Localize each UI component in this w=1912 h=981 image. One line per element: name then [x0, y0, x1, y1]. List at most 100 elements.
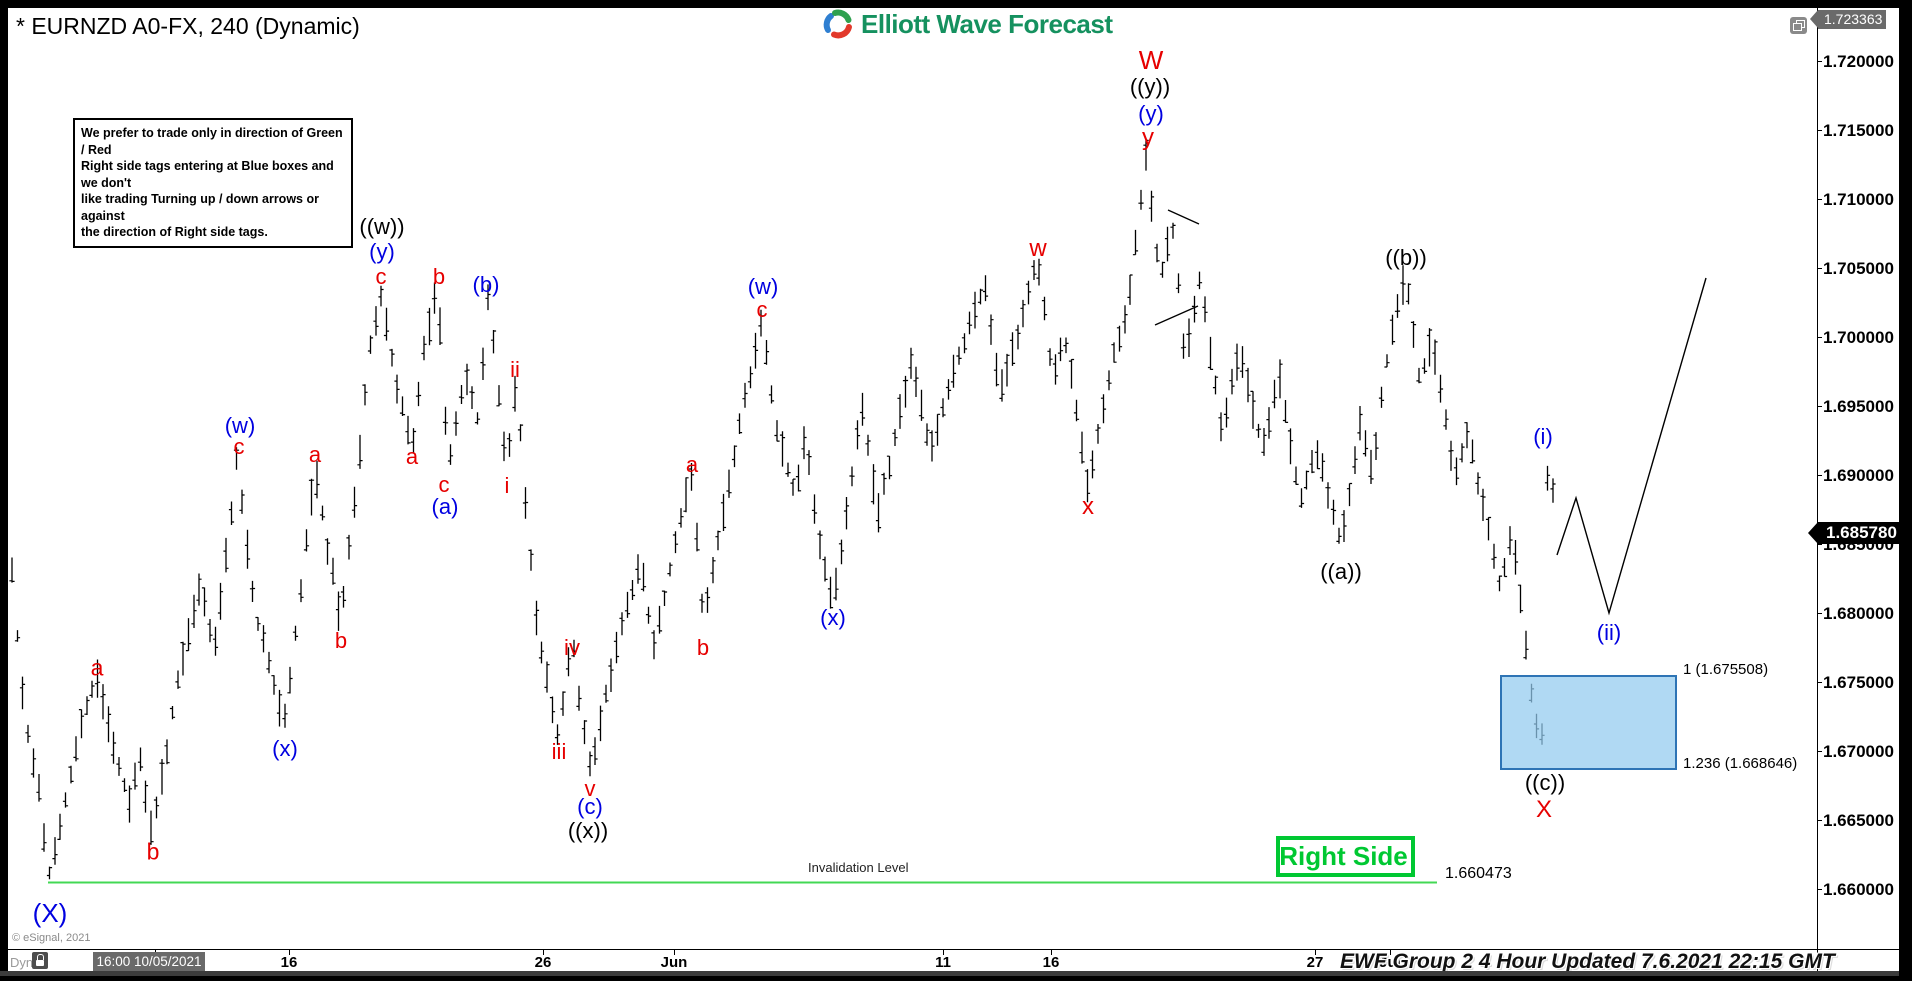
- price-tick-mark: [1818, 751, 1822, 752]
- wave-label-b: b: [432, 264, 446, 289]
- price-tick-label: 1.675000: [1823, 673, 1894, 692]
- wave-label-b: (b): [472, 272, 500, 297]
- right-side-badge-text: Right Side: [1279, 841, 1408, 871]
- blue-box[interactable]: [1500, 674, 1677, 770]
- right-side-badge: Right Side: [1276, 836, 1415, 877]
- wave-label-x: x: [1082, 493, 1094, 520]
- price-tick-mark: [1818, 337, 1822, 338]
- price-tick-label: 1.665000: [1823, 811, 1894, 830]
- wave-label-x: (x): [272, 736, 298, 761]
- brand-logo-text: Elliott Wave Forecast: [861, 8, 1113, 39]
- price-tick-label: 1.710000: [1823, 190, 1894, 209]
- invalidation-level-value: 1.660473: [1445, 865, 1512, 882]
- wave-label-y: (y): [1138, 101, 1164, 126]
- price-tick-label: 1.680000: [1823, 604, 1894, 623]
- wave-label-y: (y): [369, 239, 395, 264]
- time-tick-label: Jul: [1379, 954, 1401, 971]
- wave-label-a: a: [685, 452, 699, 477]
- time-tick-label: 26: [534, 954, 552, 971]
- first-bar-timestamp: 16:00 10/05/2021: [93, 952, 205, 971]
- channel-line: [1167, 209, 1200, 225]
- time-tick-mark: [1390, 949, 1391, 955]
- time-tick-mark: [674, 949, 675, 955]
- price-tick-mark: [1818, 889, 1822, 890]
- wave-label-X: (X): [32, 898, 68, 928]
- wave-label-ii: ii: [510, 357, 520, 382]
- time-tick-label: 16: [280, 954, 298, 971]
- wave-label-b: ((b)): [1385, 245, 1427, 270]
- blue-box-top-label: 1 (1.675508): [1683, 660, 1769, 678]
- time-axis-line: [8, 949, 1899, 950]
- window-border-top: [0, 0, 1912, 8]
- wave-label-c: c: [375, 264, 387, 289]
- time-tick-label: Jun: [660, 954, 688, 971]
- price-tick-label: 1.700000: [1823, 328, 1894, 347]
- wave-label-iii: iii: [551, 739, 567, 764]
- wave-label-b: b: [334, 628, 348, 653]
- disclaimer-line: Right side tags entering at Blue boxes a…: [81, 159, 334, 190]
- window-border-right: [1899, 0, 1912, 981]
- wave-label-a: (a): [431, 494, 459, 519]
- price-tick-mark: [1818, 613, 1822, 614]
- time-tick-mark: [1051, 949, 1052, 955]
- lock-icon[interactable]: [32, 952, 48, 969]
- projection-path: [1556, 277, 1707, 616]
- wave-label-a: a: [405, 444, 419, 469]
- time-tick-mark: [289, 949, 290, 955]
- status-bar-strip: [0, 971, 1912, 976]
- wave-label-y: y: [1142, 124, 1154, 151]
- time-tick-mark: [943, 949, 944, 955]
- wave-label-i: (i): [1533, 424, 1553, 449]
- ohlc-open-close-ticks: [9, 139, 1556, 877]
- wave-label-W: W: [1138, 45, 1164, 75]
- window-border-left: [0, 0, 8, 981]
- price-tick-label: 1.670000: [1823, 742, 1894, 761]
- disclaimer-line: the direction of Right side tags.: [81, 225, 268, 239]
- symbol-title: * EURNZD A0-FX, 240 (Dynamic): [16, 13, 360, 39]
- brand-logo: Elliott Wave Forecast: [822, 8, 1113, 40]
- time-tick-label: 16: [1042, 954, 1060, 971]
- wave-label-i: i: [504, 473, 510, 498]
- ewf-watermark: EWF Group 2 4 Hour Updated 7.6.2021 22:1…: [1340, 950, 1835, 973]
- price-tick-label: 1.705000: [1823, 259, 1894, 278]
- price-plot[interactable]: [0, 0, 1817, 975]
- wave-label-a: a: [90, 654, 104, 681]
- wave-label-a: a: [308, 442, 322, 467]
- disclaimer-box: We prefer to trade only in direction of …: [73, 118, 353, 248]
- wave-label-ii: (ii): [1596, 620, 1622, 645]
- esignal-copyright: © eSignal, 2021: [12, 932, 91, 944]
- time-tick-mark: [1315, 949, 1316, 955]
- current-price-tag: 1.685780: [1808, 522, 1912, 545]
- wave-label-w: ((w)): [359, 214, 405, 239]
- window-border-bottom: [0, 976, 1912, 981]
- wave-label-c: c: [233, 434, 245, 459]
- wave-label-X: X: [1535, 796, 1553, 823]
- wave-label-c: c: [438, 472, 450, 497]
- wave-label-a: ((a)): [1320, 559, 1362, 584]
- session-high-tag: 1.723363: [1810, 10, 1886, 29]
- price-tick-mark: [1818, 475, 1822, 476]
- blue-box-bottom-label: 1.236 (1.668646): [1683, 754, 1798, 772]
- wave-label-b: b: [696, 635, 710, 660]
- wave-label-x: ((x)): [567, 818, 609, 843]
- wave-label-w: (w): [747, 274, 779, 299]
- wave-label-w: (w): [224, 413, 256, 438]
- wave-label-iv: iv: [564, 635, 580, 660]
- price-tick-label: 1.715000: [1823, 121, 1894, 140]
- wave-label-b: b: [146, 838, 160, 865]
- price-tick-mark: [1818, 268, 1822, 269]
- wave-label-w: w: [1029, 235, 1047, 262]
- price-tick-mark: [1818, 61, 1822, 62]
- restore-window-button[interactable]: [1790, 17, 1807, 34]
- price-tick-mark: [1818, 820, 1822, 821]
- invalidation-level-label: Invalidation Level: [808, 860, 909, 875]
- channel-line: [1154, 305, 1199, 326]
- disclaimer-line: We prefer to trade only in direction of …: [81, 126, 343, 157]
- time-tick-label: 11: [935, 954, 951, 971]
- wave-label-c: ((c)): [1524, 770, 1566, 795]
- disclaimer-line: like trading Turning up / down arrows or…: [81, 192, 319, 223]
- time-tick-label: 27: [1306, 954, 1324, 971]
- price-tick-mark: [1818, 406, 1822, 407]
- wave-label-x: (x): [820, 605, 846, 630]
